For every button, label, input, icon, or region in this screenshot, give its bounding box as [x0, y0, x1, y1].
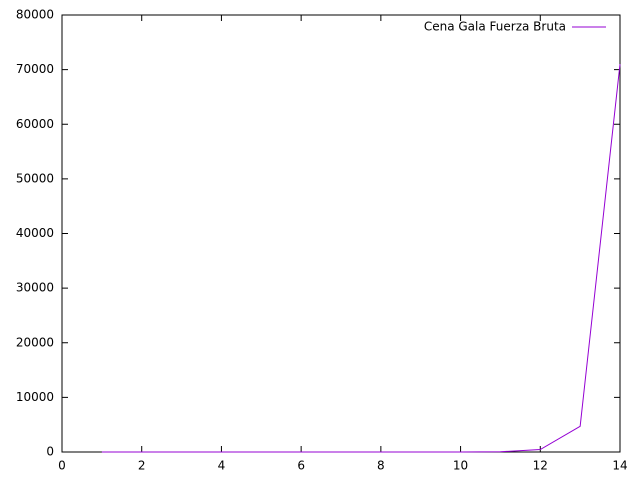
y-tick-label: 50000: [16, 171, 54, 185]
y-tick-label: 20000: [16, 335, 54, 349]
x-tick-label: 2: [138, 459, 146, 473]
y-tick-label: 10000: [16, 390, 54, 404]
x-tick-label: 6: [297, 459, 305, 473]
legend-label: Cena Gala Fuerza Bruta: [424, 20, 566, 34]
y-tick-label: 30000: [16, 281, 54, 295]
data-line: [101, 64, 621, 453]
x-tick-label: 4: [218, 459, 226, 473]
x-tick-label: 10: [453, 459, 468, 473]
y-tick-label: 70000: [16, 62, 54, 76]
y-tick-label: 40000: [16, 226, 54, 240]
y-tick-label: 0: [46, 445, 54, 459]
x-tick-label: 8: [377, 459, 385, 473]
y-tick-label: 60000: [16, 117, 54, 131]
x-tick-label: 12: [533, 459, 548, 473]
x-tick-label: 0: [58, 459, 66, 473]
y-tick-label: 80000: [16, 8, 54, 22]
x-tick-label: 14: [612, 459, 627, 473]
